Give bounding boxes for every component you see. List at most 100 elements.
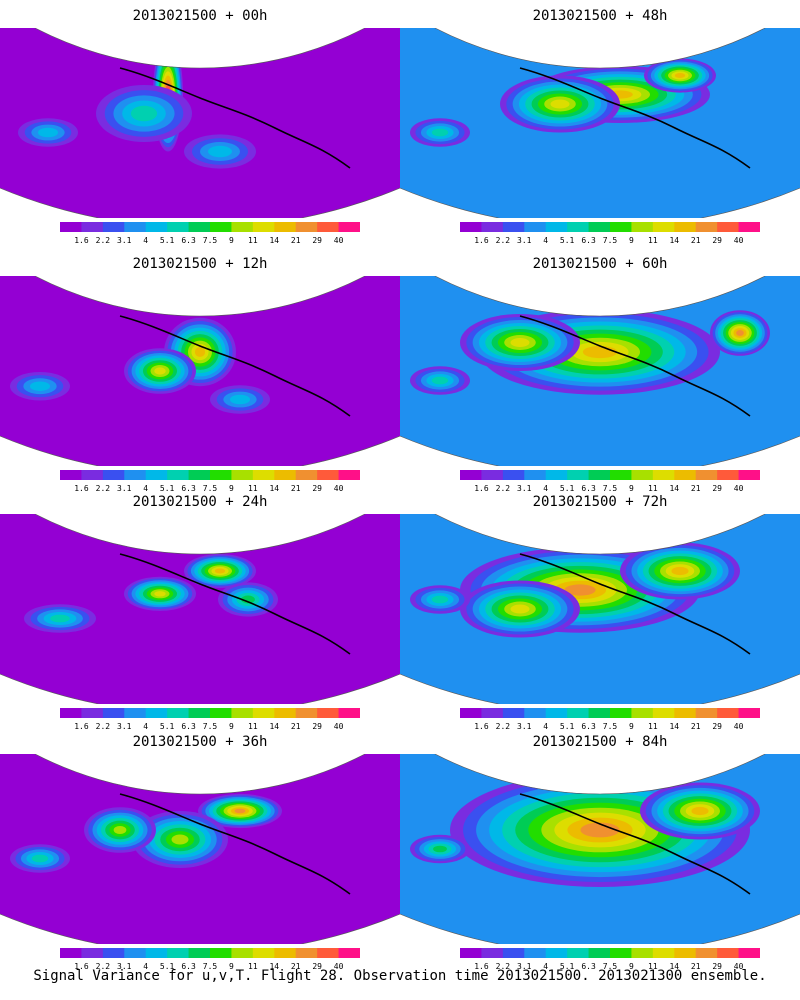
colorbar-swatch	[695, 470, 718, 480]
colorbar-swatch	[124, 470, 147, 480]
colorbar-swatch	[502, 222, 525, 232]
colorbar-swatch	[188, 708, 211, 718]
variance-map	[400, 514, 800, 704]
colorbar-tick-label: 29	[712, 484, 722, 493]
colorbar-tick-label: 9	[629, 484, 634, 493]
map-boundary	[0, 514, 400, 704]
colorbar-swatch	[588, 948, 611, 958]
colorbar-swatch	[738, 222, 760, 232]
colorbar-tick-label: 11	[648, 236, 658, 245]
colorbar-swatch	[652, 222, 675, 232]
colorbar-tick-label: 9	[229, 722, 234, 731]
colorbar-tick-label: 4	[143, 962, 148, 971]
colorbar-swatch	[631, 470, 654, 480]
colorbar-swatch	[317, 222, 340, 232]
colorbar-swatch	[338, 222, 360, 232]
colorbar-swatch	[274, 708, 297, 718]
panel-title: 2013021500 + 60h	[532, 256, 668, 272]
colorbar-tick-label: 9	[229, 236, 234, 245]
variance-contour	[171, 834, 189, 845]
colorbar-swatch	[674, 222, 697, 232]
figure-caption: Signal Variance for u,v,T. Flight 28. Ob…	[33, 968, 767, 984]
variance-contour	[113, 825, 127, 835]
variance-map	[0, 28, 400, 218]
colorbar-swatch	[717, 708, 740, 718]
colorbar-tick-label: 4	[143, 722, 148, 731]
variance-contour	[154, 591, 166, 597]
colorbar-tick-label: 2.2	[496, 484, 511, 493]
variance-contour	[230, 394, 250, 405]
colorbar-swatch	[145, 948, 168, 958]
colorbar-swatch	[231, 470, 254, 480]
variance-contour	[674, 73, 686, 78]
colorbar-tick-label: 1.6	[74, 962, 89, 971]
variance-contour	[671, 566, 689, 576]
colorbar-tick-label: 1.6	[474, 722, 489, 731]
colorbar-tick-label: 2.2	[96, 722, 111, 731]
colorbar-swatch	[545, 708, 568, 718]
colorbar: 1.6 2.2 3.1 4 5.1 6.3 7.5 9 11 14 21 29 40	[460, 948, 760, 971]
colorbar-swatch	[738, 470, 760, 480]
colorbar-swatch	[502, 948, 525, 958]
colorbar-swatch	[738, 948, 760, 958]
colorbar-swatch	[460, 222, 482, 232]
colorbar-tick-label: 5.1	[160, 484, 175, 493]
colorbar-tick-label: 4	[143, 484, 148, 493]
panel-12h: 2013021500 + 12h 1.6 2.2 3.1 4 5.1 6.3 7.5 9 11 1…	[0, 248, 400, 496]
colorbar-swatch	[481, 222, 504, 232]
colorbar-tick-label: 5.1	[160, 722, 175, 731]
colorbar-swatch	[252, 470, 275, 480]
colorbar-swatch	[652, 708, 675, 718]
colorbar-swatch	[60, 948, 82, 958]
colorbar-swatch	[717, 222, 740, 232]
colorbar-tick-label: 14	[269, 484, 279, 493]
map-boundary	[0, 754, 400, 944]
colorbar-tick-label: 29	[312, 236, 322, 245]
colorbar-tick-label: 14	[269, 722, 279, 731]
colorbar-swatch	[610, 948, 632, 958]
colorbar-swatch	[652, 470, 675, 480]
colorbar-tick-label: 2.2	[496, 236, 511, 245]
colorbar-tick-label: 29	[712, 722, 722, 731]
colorbar-swatch	[338, 708, 360, 718]
colorbar-swatch	[481, 948, 504, 958]
colorbar-tick-label: 3.1	[117, 484, 132, 493]
colorbar-tick-label: 40	[334, 484, 344, 493]
colorbar-tick-label: 4	[543, 484, 548, 493]
colorbar-tick-label: 21	[691, 484, 701, 493]
colorbar-swatch	[295, 948, 318, 958]
field-layer	[0, 514, 400, 704]
field-layer	[400, 754, 800, 944]
variance-contour	[691, 806, 709, 816]
panel-48h: 2013021500 + 48h 1.6 2.2 3.1 4 5.1 6.3 7.5 9 11 1…	[400, 0, 800, 248]
colorbar-swatch	[231, 948, 254, 958]
colorbar-swatch	[674, 470, 697, 480]
colorbar-swatch	[695, 948, 718, 958]
colorbar-tick-label: 1.6	[74, 484, 89, 493]
colorbar-tick-label: 6.3	[181, 962, 196, 971]
colorbar-tick-label: 21	[291, 236, 301, 245]
colorbar-swatch	[460, 470, 482, 480]
variance-contour	[736, 330, 744, 336]
colorbar-swatch	[460, 948, 482, 958]
colorbar-tick-label: 3.1	[117, 962, 132, 971]
variance-contour	[234, 808, 246, 814]
colorbar-tick-label: 40	[734, 484, 744, 493]
colorbar-swatch	[502, 470, 525, 480]
colorbar-swatch	[60, 708, 82, 718]
colorbar-swatch	[188, 948, 211, 958]
colorbar-swatch	[738, 708, 760, 718]
colorbar-tick-label: 29	[312, 962, 322, 971]
panel-84h: 2013021500 + 84h 1.6 2.2 3.1 4 5.1 6.3 7.5 9 11 1…	[400, 726, 800, 974]
colorbar-swatch	[631, 708, 654, 718]
colorbar-swatch	[145, 222, 168, 232]
variance-contour	[50, 614, 70, 623]
colorbar-swatch	[545, 222, 568, 232]
coastline	[119, 315, 351, 417]
colorbar-swatch	[252, 222, 275, 232]
colorbar-swatch	[81, 948, 104, 958]
colorbar: 1.6 2.2 3.1 4 5.1 6.3 7.5 9 11 14 21 29 40	[60, 470, 360, 493]
colorbar-tick-label: 21	[291, 722, 301, 731]
panel-title: 2013021500 + 24h	[132, 494, 268, 510]
colorbar-tick-label: 5.1	[560, 722, 575, 731]
